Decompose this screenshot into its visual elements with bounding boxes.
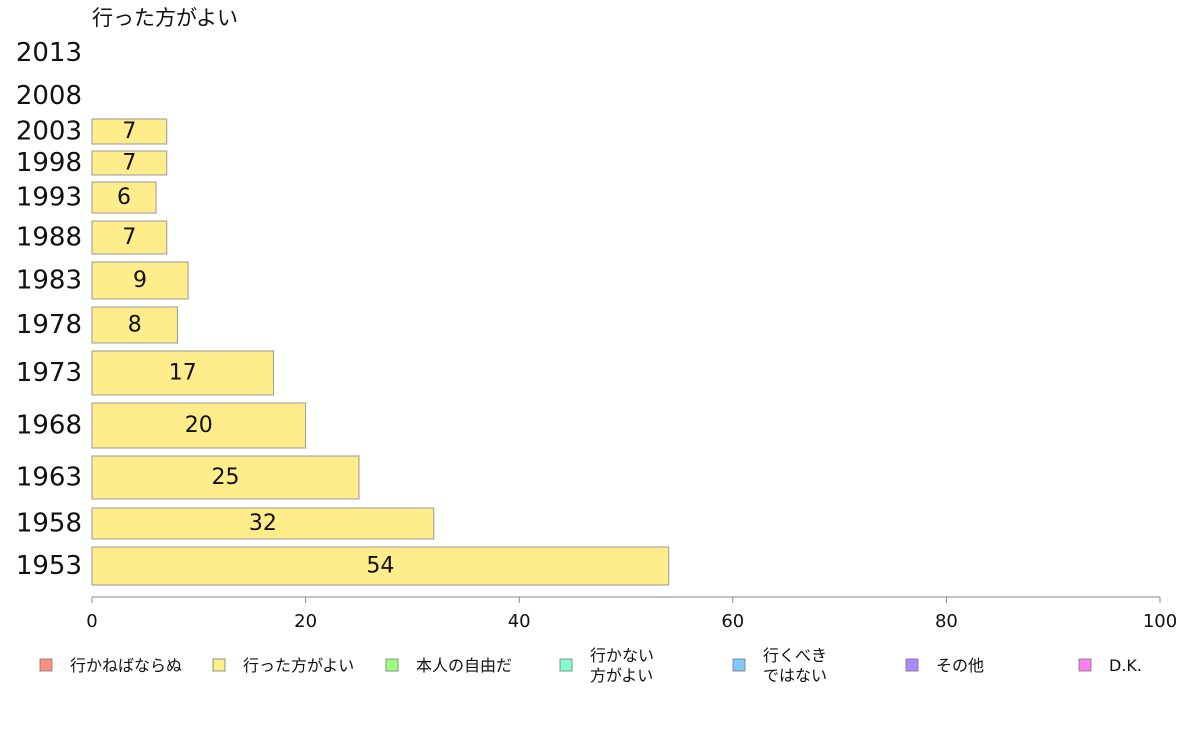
bar bbox=[91, 546, 670, 586]
y-tick-label: 1963 bbox=[16, 463, 82, 493]
legend-label: 行かない方がよい bbox=[590, 646, 654, 685]
x-tick-label: 40 bbox=[508, 611, 531, 632]
legend-swatch bbox=[385, 658, 399, 672]
y-tick-label: 1983 bbox=[16, 266, 82, 296]
y-tick-label: 1973 bbox=[16, 358, 82, 388]
legend-label: 行くべきではない bbox=[763, 646, 827, 685]
bar-value-label: 7 bbox=[122, 225, 136, 250]
bar-value-label: 8 bbox=[128, 313, 142, 338]
bar bbox=[91, 220, 168, 255]
legend-swatch bbox=[559, 658, 573, 672]
x-tick-label: 60 bbox=[721, 611, 744, 632]
y-tick-label: 2003 bbox=[16, 117, 82, 147]
y-tick-label: 1953 bbox=[16, 551, 82, 581]
y-tick-label: 1978 bbox=[16, 310, 82, 340]
bar-value-label: 7 bbox=[122, 119, 136, 144]
y-tick-label: 1958 bbox=[16, 509, 82, 539]
legend-swatch bbox=[1078, 658, 1092, 672]
y-tick-label: 1968 bbox=[16, 411, 82, 441]
x-tick-label: 20 bbox=[294, 611, 317, 632]
bar-value-label: 20 bbox=[185, 413, 213, 438]
legend-label: D.K. bbox=[1109, 656, 1142, 675]
legend-label: 本人の自由だ bbox=[416, 656, 512, 675]
legend-label: 行った方がよい bbox=[243, 656, 354, 675]
bar-value-label: 7 bbox=[122, 151, 136, 176]
legend-label: その他 bbox=[936, 656, 984, 675]
legend-swatch bbox=[905, 658, 919, 672]
bar bbox=[91, 181, 157, 214]
bar bbox=[91, 306, 178, 344]
bar-value-label: 9 bbox=[133, 268, 147, 293]
y-tick-label: 2008 bbox=[16, 81, 82, 111]
chart-title: 行った方がよい bbox=[92, 6, 238, 30]
legend: 行かねばならぬ 行った方がよい 本人の自由だ 行かない方がよい 行くべきではない その他 D… bbox=[39, 646, 1142, 685]
y-tick-label: 1998 bbox=[16, 148, 82, 178]
legend-swatch bbox=[732, 658, 746, 672]
bar bbox=[91, 455, 360, 500]
bar bbox=[91, 118, 168, 145]
legend-label: 行かねばならぬ bbox=[70, 656, 182, 675]
bar bbox=[91, 261, 189, 300]
bar-value-label: 17 bbox=[169, 361, 197, 386]
bar-value-label: 54 bbox=[366, 554, 394, 579]
x-tick-label: 100 bbox=[1143, 611, 1177, 632]
x-tick-label: 0 bbox=[86, 611, 97, 632]
legend-swatch bbox=[212, 658, 226, 672]
x-axis: 0 20 40 60 80 100 bbox=[86, 596, 1177, 632]
bar bbox=[91, 350, 275, 396]
bar bbox=[91, 507, 435, 540]
bar-value-label: 32 bbox=[249, 511, 277, 536]
bar bbox=[91, 150, 168, 176]
bar bbox=[91, 402, 307, 449]
y-tick-label: 2013 bbox=[16, 38, 82, 68]
bars-group: 7 7 6 7 9 8 17 20 25 32 54 bbox=[91, 118, 670, 586]
x-tick-label: 80 bbox=[935, 611, 958, 632]
bar-value-label: 25 bbox=[212, 465, 240, 490]
bar-value-label: 6 bbox=[117, 185, 131, 210]
legend-swatch bbox=[39, 658, 53, 672]
y-tick-label: 1993 bbox=[16, 183, 82, 213]
y-tick-label: 1988 bbox=[16, 223, 82, 253]
